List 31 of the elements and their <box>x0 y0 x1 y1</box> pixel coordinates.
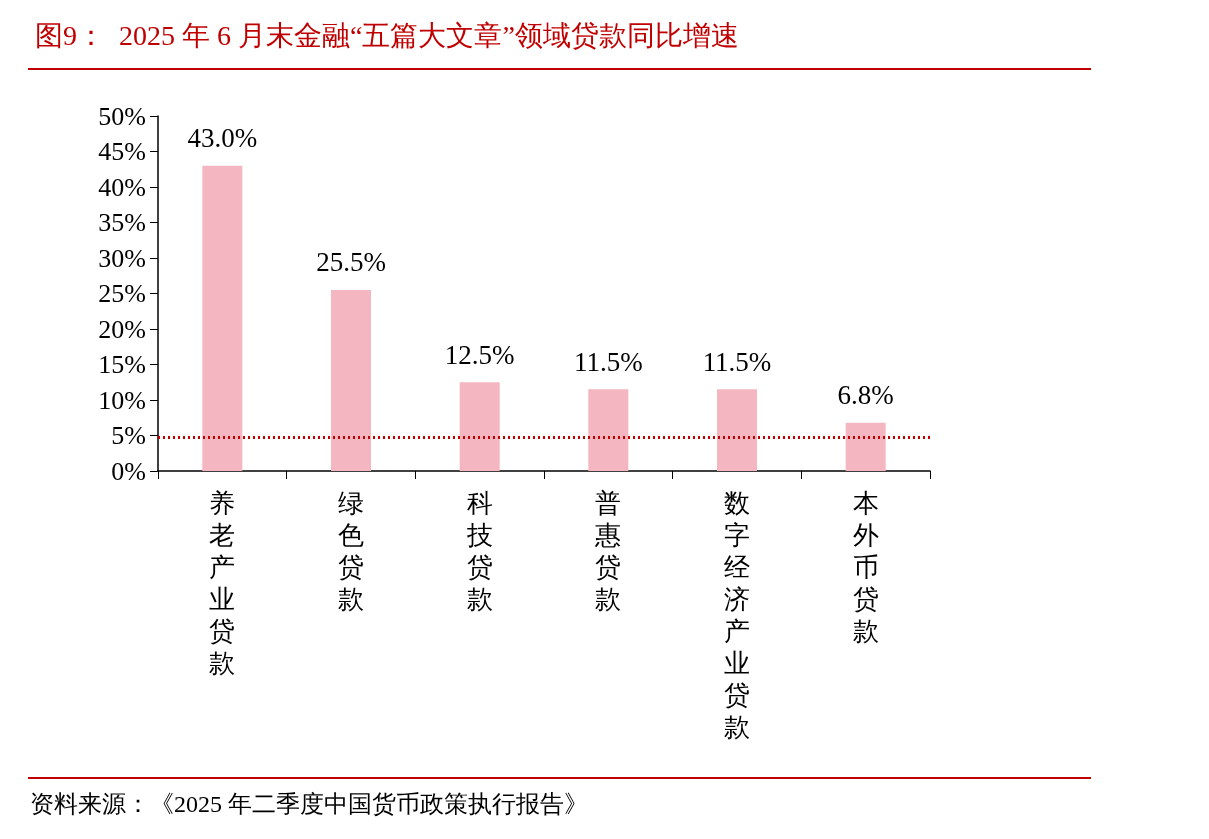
bar <box>202 165 243 471</box>
x-tick-label: 普惠贷款 <box>594 488 622 614</box>
y-tick-label: 40% <box>98 172 146 202</box>
y-tick-label: 0% <box>111 456 146 486</box>
bar <box>588 389 629 471</box>
data-label: 11.5% <box>573 346 643 377</box>
y-tick-label: 50% <box>98 101 146 131</box>
x-tick-label: 绿色贷款 <box>338 488 364 614</box>
chart-title: 图9： 2025 年 6 月末金融“五篇大文章”领域贷款同比增速 <box>35 19 739 51</box>
y-tick-label: 45% <box>98 137 146 166</box>
y-tick-label: 30% <box>98 243 146 273</box>
x-tick-label: 养老产业贷款 <box>209 488 236 678</box>
x-tick-label: 本外币贷款 <box>852 488 879 646</box>
bar <box>845 422 886 471</box>
y-tick-label: 15% <box>98 350 146 379</box>
text: 资料来源：《2025 年二季度中国货币政策执行报告》 <box>30 791 588 817</box>
y-tick-label: 20% <box>98 314 146 344</box>
data-label: 43.0% <box>187 123 258 154</box>
bar <box>459 382 500 471</box>
y-tick-label: 10% <box>98 385 146 415</box>
x-tick-label: 科技贷款 <box>465 488 493 614</box>
y-tick-label: 35% <box>98 208 146 237</box>
x-tick-label: 数字经济产业贷款 <box>724 488 750 742</box>
y-tick-label: 25% <box>98 279 146 308</box>
bar <box>717 389 757 471</box>
bar <box>331 289 371 471</box>
data-label: 25.5% <box>316 247 386 278</box>
data-label: 6.8% <box>837 380 894 411</box>
y-tick-label: 5% <box>111 421 146 450</box>
data-label: 12.5% <box>444 339 515 370</box>
data-label: 11.5% <box>702 346 772 377</box>
